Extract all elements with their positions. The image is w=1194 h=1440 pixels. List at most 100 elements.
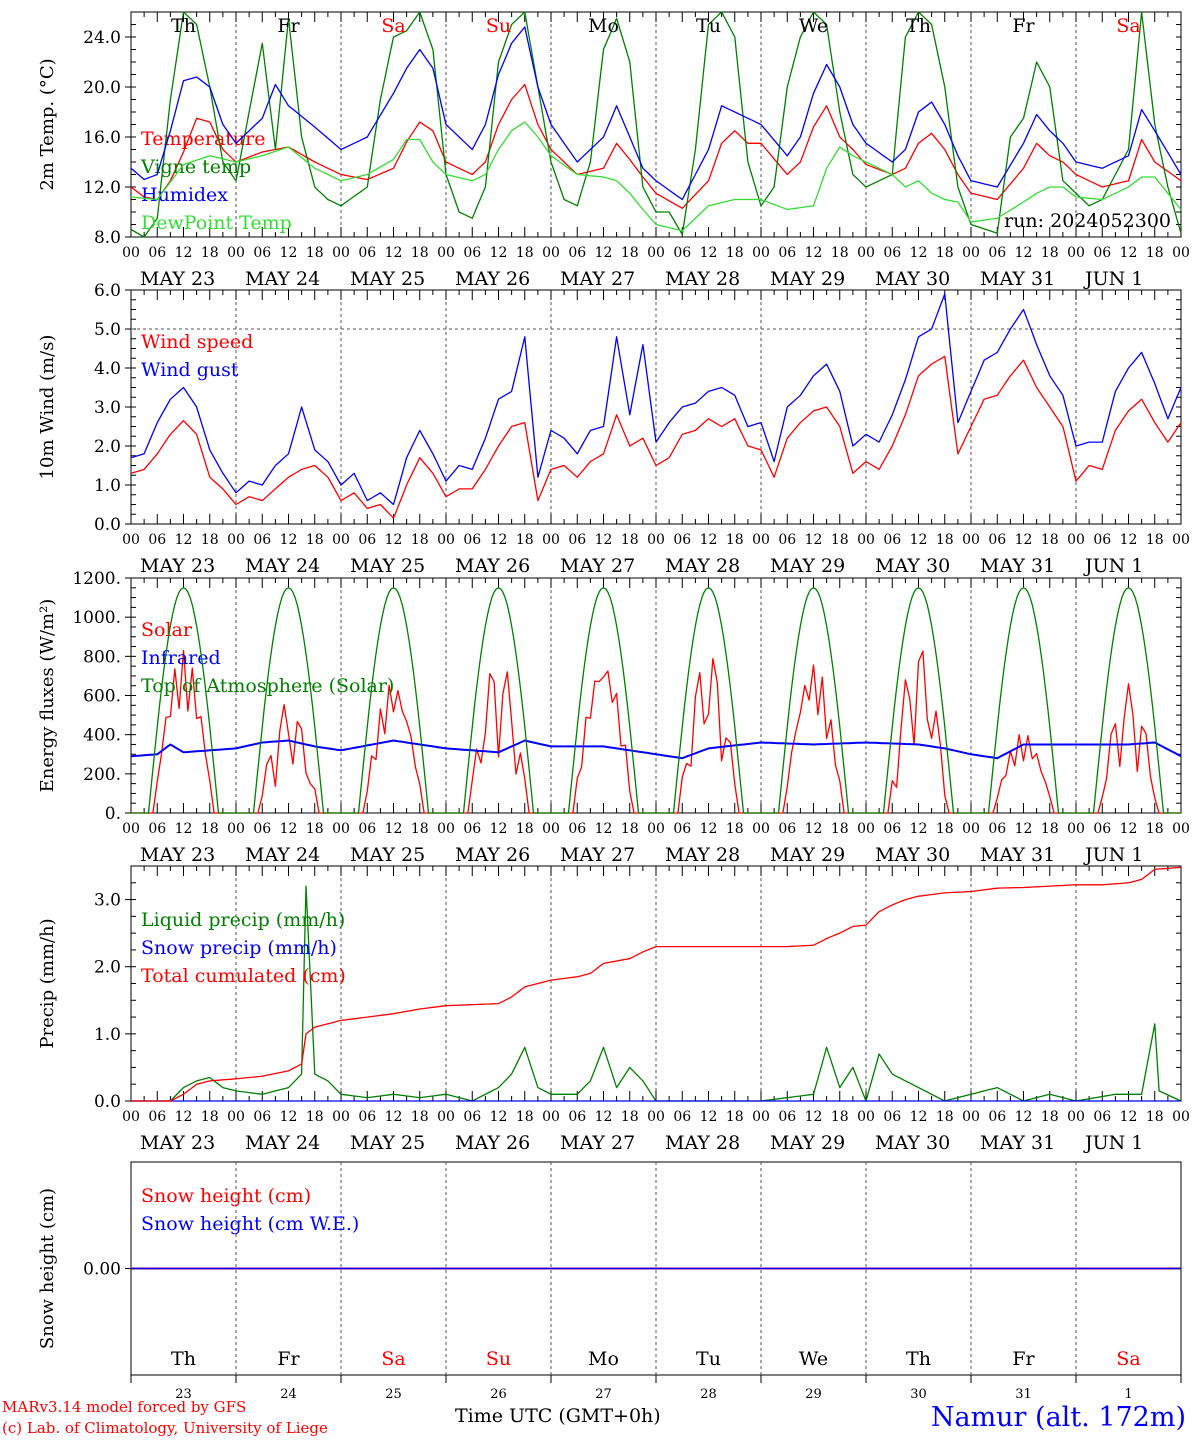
- hour-label: 06: [148, 1109, 166, 1125]
- weekday-label: Su: [486, 1348, 511, 1370]
- y-tick-label: 2.0: [94, 958, 121, 978]
- date-label: MAY 28: [665, 555, 740, 577]
- hour-label: 18: [1041, 245, 1059, 261]
- y-axis-label: 2m Temp. (°C): [37, 58, 58, 190]
- date-label: MAY 25: [350, 1132, 425, 1154]
- legend-entry: Wind speed: [141, 331, 253, 353]
- hour-label: 12: [1015, 245, 1033, 261]
- hour-label: 00: [227, 532, 245, 548]
- hour-label: 06: [568, 245, 586, 261]
- plot-frame: [130, 11, 1182, 238]
- hour-label: 18: [516, 532, 534, 548]
- series-line: [130, 739, 1182, 760]
- hour-label: 12: [805, 821, 823, 837]
- y-tick-label: 400.: [83, 726, 121, 746]
- hour-label: 18: [621, 1109, 639, 1125]
- series-line: [131, 866, 1182, 1102]
- hour-label: 00: [227, 245, 245, 261]
- weekday-label: Th: [171, 1348, 196, 1370]
- y-tick-label: 5.0: [94, 320, 121, 340]
- hour-label: 18: [936, 532, 954, 548]
- hour-label: 06: [778, 245, 796, 261]
- weekday-label: Sa: [1116, 1348, 1140, 1370]
- date-label: MAY 25: [350, 844, 425, 866]
- hour-label: 06: [778, 821, 796, 837]
- legend-entry: Solar: [141, 619, 193, 641]
- hour-label: 06: [778, 532, 796, 548]
- hour-label: 12: [175, 532, 193, 548]
- date-label: MAY 29: [770, 555, 845, 577]
- hour-label: 06: [148, 821, 166, 837]
- hour-label: 18: [831, 245, 849, 261]
- hour-label: 00: [1067, 532, 1085, 548]
- hour-label: 12: [910, 1109, 928, 1125]
- date-label: JUN 1: [1083, 555, 1143, 577]
- hour-label: 06: [463, 532, 481, 548]
- hour-label: 06: [358, 532, 376, 548]
- legend-entry: Wind gust: [141, 359, 239, 381]
- hour-label: 06: [988, 245, 1006, 261]
- series-line: [131, 587, 1181, 814]
- hour-label: 00: [227, 821, 245, 837]
- y-tick-label: 0.: [105, 804, 121, 824]
- hour-label: 00: [647, 245, 665, 261]
- date-label: MAY 27: [560, 268, 635, 290]
- legend-entry: Temperature: [141, 128, 265, 150]
- y-tick-label: 0.0: [94, 1092, 121, 1112]
- hour-label: 00: [437, 245, 455, 261]
- date-label: MAY 23: [140, 268, 215, 290]
- hour-label: 12: [280, 821, 298, 837]
- day-number-label: 30: [910, 1387, 927, 1402]
- weekday-label: Th: [906, 15, 931, 37]
- hour-label: 06: [253, 245, 271, 261]
- hour-label: 18: [306, 532, 324, 548]
- y-tick-label: 20.0: [83, 78, 121, 98]
- hour-label: 00: [857, 1109, 875, 1125]
- hour-label: 12: [175, 821, 193, 837]
- date-label: MAY 29: [770, 844, 845, 866]
- hour-label: 06: [673, 245, 691, 261]
- time-axis-label: Time UTC (GMT+0h): [455, 1405, 661, 1427]
- hour-label: 00: [1172, 245, 1190, 261]
- legend-entry: Infrared: [141, 647, 221, 669]
- hour-label: 12: [280, 532, 298, 548]
- hour-label: 00: [332, 821, 350, 837]
- weekday-label: Tu: [696, 15, 721, 37]
- hour-label: 18: [621, 245, 639, 261]
- hour-label: 00: [962, 532, 980, 548]
- hour-label: 06: [463, 821, 481, 837]
- date-label: MAY 30: [875, 1132, 950, 1154]
- hour-label: 18: [936, 821, 954, 837]
- hour-label: 18: [1146, 245, 1164, 261]
- hour-label: 12: [1015, 821, 1033, 837]
- hour-label: 12: [1120, 821, 1138, 837]
- hour-label: 06: [673, 1109, 691, 1125]
- y-tick-label: 4.0: [94, 359, 121, 379]
- hour-label: 18: [1041, 1109, 1059, 1125]
- y-tick-label: 3.0: [94, 891, 121, 911]
- hour-label: 12: [910, 245, 928, 261]
- legend-entry: Top of Atmosphere (Solar): [141, 675, 394, 697]
- date-label: JUN 1: [1083, 844, 1143, 866]
- hour-label: 06: [673, 532, 691, 548]
- hour-label: 12: [595, 1109, 613, 1125]
- hour-label: 00: [332, 532, 350, 548]
- weekday-label: Sa: [1116, 15, 1140, 37]
- day-number-label: 25: [385, 1387, 402, 1402]
- date-label: MAY 31: [980, 555, 1055, 577]
- series-line: [130, 83, 1182, 209]
- hour-label: 12: [805, 1109, 823, 1125]
- hour-label: 12: [700, 1109, 718, 1125]
- y-axis-label: Energy fluxes (W/m²): [37, 599, 58, 793]
- hour-label: 00: [1172, 1109, 1190, 1125]
- hour-label: 12: [805, 245, 823, 261]
- hour-label: 12: [385, 821, 403, 837]
- hour-label: 00: [962, 821, 980, 837]
- y-axis-label: 10m Wind (m/s): [37, 335, 58, 480]
- date-label: MAY 26: [455, 555, 530, 577]
- hour-label: 12: [700, 532, 718, 548]
- panel-3: 0. 200. 400. 600. 800. 1000. 1200. Energy fluxe…: [37, 569, 1190, 866]
- hour-label: 12: [385, 532, 403, 548]
- hour-label: 12: [1015, 532, 1033, 548]
- date-label: MAY 26: [455, 844, 530, 866]
